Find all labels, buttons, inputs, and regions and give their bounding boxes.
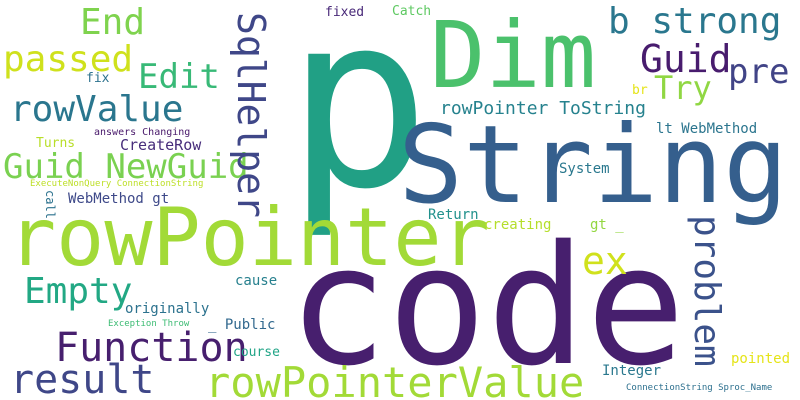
- word-sqlhelper: SqlHelper: [229, 12, 273, 218]
- word-turns: Turns: [36, 136, 76, 151]
- word-b-strong: b strong: [608, 1, 782, 42]
- word-cause: cause: [235, 273, 278, 289]
- word-passed: passed: [3, 39, 134, 80]
- word-public: _ Public: [208, 317, 276, 333]
- word-guid-newguid: Guid NewGuid: [3, 147, 249, 187]
- word-webmethod-gt: WebMethod gt: [68, 191, 170, 207]
- word-return: Return: [428, 207, 479, 223]
- word-br: br: [632, 83, 648, 98]
- word-dim: Dim: [430, 2, 597, 109]
- word-edit: Edit: [138, 57, 220, 97]
- word-guid: Guid: [640, 37, 732, 81]
- word-p: p: [286, 0, 431, 242]
- word-lt-webmethod: lt WebMethod: [656, 121, 758, 137]
- word-fixed: fixed: [325, 5, 365, 20]
- word-problem: problem: [686, 215, 727, 367]
- word-rowpointer-tostring: rowPointer ToString: [440, 98, 646, 119]
- word-creating: creating: [484, 217, 552, 233]
- word-result: result: [10, 357, 155, 400]
- word-pre: pre: [728, 52, 790, 92]
- word-system: System: [559, 161, 610, 177]
- word-pointed: pointed: [731, 351, 791, 367]
- word-executenonquery-connectionstring: ExecuteNonQuery ConnectionString: [30, 179, 204, 189]
- word-createrow: CreateRow: [120, 136, 202, 154]
- word-gt: gt _: [590, 217, 624, 233]
- word-rowvalue: rowValue: [10, 89, 184, 130]
- word-fix: fix: [86, 71, 110, 86]
- word-answers-changing: answers Changing: [94, 127, 191, 138]
- word-originally: originally: [125, 301, 210, 317]
- word-empty: Empty: [24, 271, 133, 312]
- word-code: code: [288, 210, 686, 400]
- word-course: course: [233, 345, 280, 360]
- word-rowpointer: rowPointer: [8, 191, 490, 284]
- word-try: Try: [654, 69, 712, 107]
- word-end: End: [80, 2, 146, 43]
- word-integer: Integer: [602, 363, 662, 379]
- word-call: call: [43, 190, 57, 219]
- word-function: Function: [55, 325, 248, 371]
- word-ex: ex: [582, 239, 628, 283]
- word-connectionstring-sproc-name: ConnectionString Sproc_Name: [626, 383, 773, 393]
- word-catch: Catch: [392, 4, 432, 19]
- word-string: String: [398, 103, 789, 228]
- word-rowpointervalue: rowPointerValue: [205, 358, 585, 400]
- word-exception-throw: Exception Throw: [108, 319, 190, 329]
